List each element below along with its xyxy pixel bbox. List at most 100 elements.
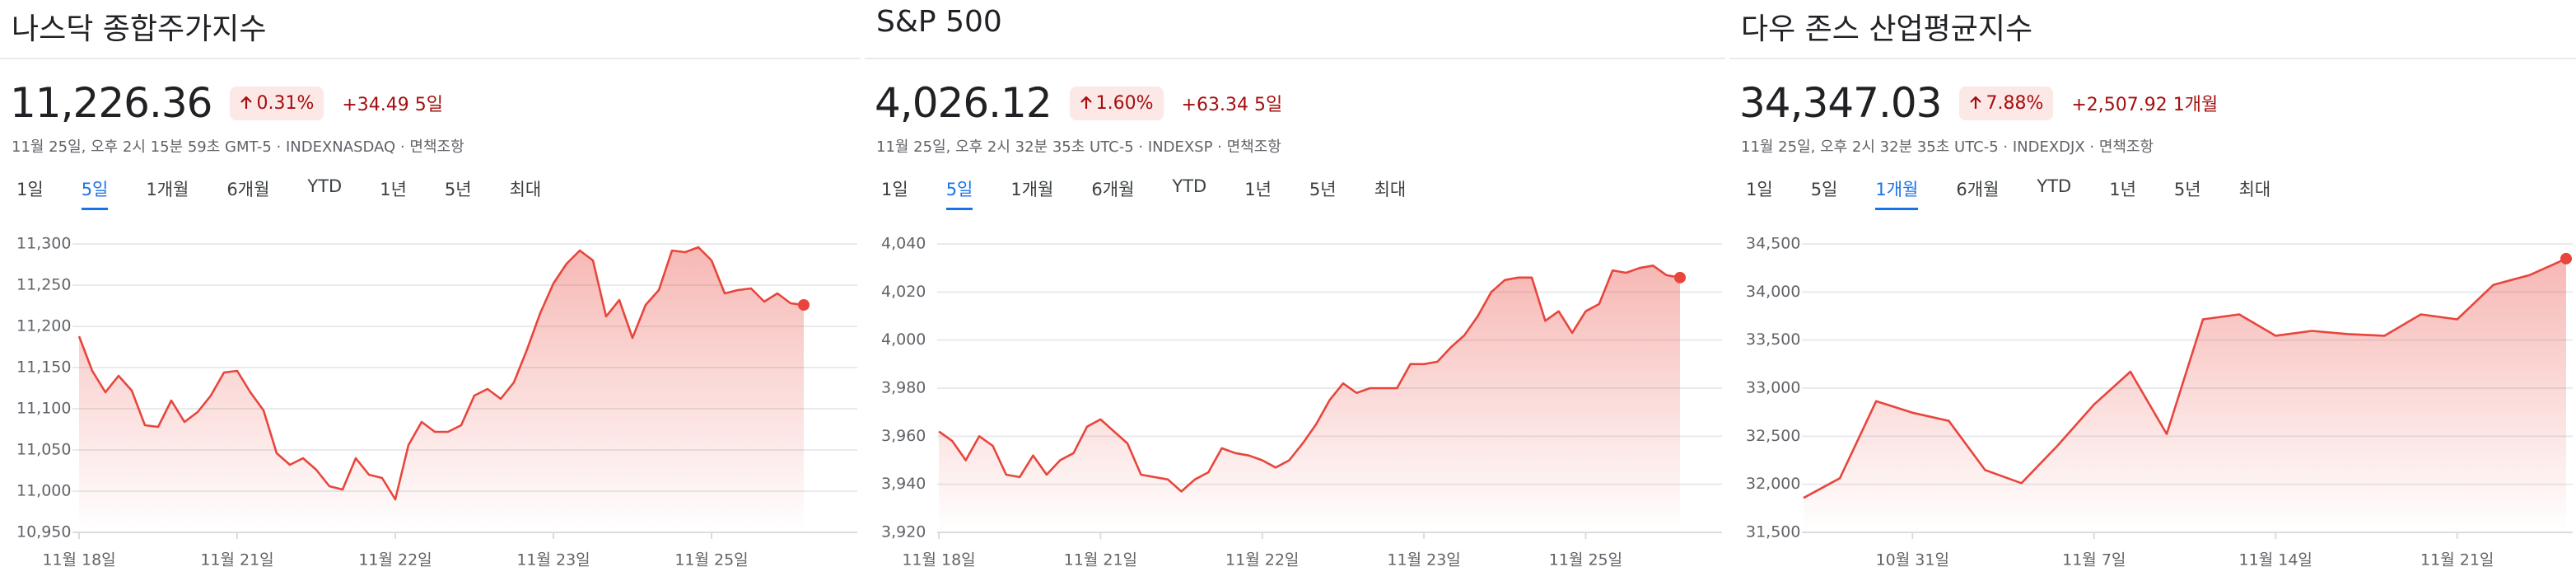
- x-tick-label: 10월 31일: [1876, 551, 1949, 569]
- end-point: [798, 299, 810, 311]
- change-abs: +2,507.92: [2071, 95, 2168, 115]
- x-tick-label: 11월 21일: [200, 551, 273, 569]
- change-period: 5일: [414, 95, 444, 115]
- change-period: 1개월: [2172, 95, 2219, 115]
- up-arrow: [240, 96, 253, 109]
- change-percent: 7.88%: [1986, 92, 2044, 114]
- range-tab[interactable]: 1일: [881, 180, 908, 199]
- price: 11,226.36: [10, 79, 212, 127]
- timestamp: 11월 25일, 오후 2시 15분 59초 GMT-5 · INDEXNASD…: [12, 138, 464, 156]
- range-tab[interactable]: 5년: [1309, 180, 1337, 199]
- y-tick-label: 10,950: [16, 523, 71, 541]
- chart: 31,500 32,000 32,500 33,000 33,500 34,000 34,5…: [1746, 235, 2573, 569]
- x-tick-label: 11월 18일: [902, 551, 975, 569]
- stock-panel: S&P 500 4,026.12 1.60% +63.34 5일 11월 25일, 오후…: [865, 0, 1725, 581]
- y-tick-label: 34,000: [1746, 283, 1800, 301]
- y-tick-label: 3,980: [881, 379, 926, 397]
- range-tab[interactable]: 6개월: [226, 180, 270, 199]
- range-tab[interactable]: 1일: [1746, 180, 1773, 199]
- range-tab[interactable]: YTD: [307, 176, 343, 196]
- range-tab[interactable]: 5일: [945, 176, 973, 210]
- change-pill: 0.31%: [230, 86, 324, 120]
- range-tab[interactable]: 1년: [1244, 180, 1272, 199]
- end-point: [2560, 252, 2572, 265]
- y-tick-label: 11,050: [16, 441, 71, 459]
- change-abs-row: +63.34 5일: [1182, 90, 1283, 116]
- price: 34,347.03: [1739, 79, 1942, 127]
- change-abs-row: +2,507.92 1개월: [2071, 90, 2218, 116]
- range-tabs: 1일 5일 1개월 6개월 YTD 1년 5년 최대: [16, 176, 541, 210]
- range-tab[interactable]: 1개월: [1875, 176, 1919, 210]
- x-tick-label: 11월 7일: [2062, 551, 2126, 569]
- range-tabs: 1일 5일 1개월 6개월 YTD 1년 5년 최대: [1746, 176, 2270, 210]
- up-arrow: [1970, 96, 1982, 109]
- change-percent: 1.60%: [1095, 92, 1154, 114]
- timestamp: 11월 25일, 오후 2시 32분 35초 UTC-5 · INDEXDJX …: [1741, 138, 2154, 156]
- x-tick-label: 11월 25일: [674, 551, 748, 569]
- arrow-shape: [1970, 96, 1982, 109]
- area-fill: [939, 265, 1680, 532]
- change-percent: 0.31%: [256, 92, 315, 114]
- range-tab[interactable]: 1개월: [146, 180, 189, 199]
- range-tab[interactable]: 6개월: [1956, 180, 2000, 199]
- y-tick-label: 11,300: [16, 235, 71, 253]
- x-tick-label: 11월 22일: [1225, 551, 1299, 569]
- change-pill: 1.60%: [1069, 86, 1164, 120]
- up-arrow: [1080, 96, 1092, 109]
- index-title: S&P 500: [876, 5, 1002, 39]
- change-abs-row: +34.49 5일: [342, 90, 443, 116]
- index-title: 나스닥 종합주가지수: [12, 12, 267, 46]
- range-tab[interactable]: 5년: [2173, 180, 2201, 199]
- range-tab[interactable]: 최대: [509, 180, 542, 199]
- y-tick-label: 32,500: [1746, 427, 1800, 445]
- x-tick-label: 11월 22일: [358, 551, 432, 569]
- end-point: [1674, 271, 1686, 283]
- range-tab[interactable]: YTD: [1172, 176, 1207, 196]
- range-tab[interactable]: YTD: [2037, 176, 2072, 196]
- x-tick-label: 11월 23일: [516, 551, 590, 569]
- area-fill: [79, 247, 804, 532]
- range-tab[interactable]: 6개월: [1091, 180, 1135, 199]
- x-tick-label: 11월 18일: [42, 551, 115, 569]
- y-tick-label: 3,940: [881, 475, 926, 493]
- price-line: [1803, 257, 2567, 499]
- range-tab[interactable]: 1년: [2109, 180, 2136, 199]
- range-tab[interactable]: 5년: [444, 180, 472, 199]
- y-tick-label: 3,920: [881, 523, 926, 541]
- y-tick-label: 4,020: [881, 283, 926, 301]
- range-tabs: 1일 5일 1개월 6개월 YTD 1년 5년 최대: [881, 176, 1406, 210]
- y-tick-label: 32,000: [1746, 475, 1800, 493]
- divider: [865, 58, 1725, 59]
- divider: [1729, 58, 2576, 59]
- y-tick-label: 3,960: [881, 427, 926, 445]
- y-tick-label: 4,000: [881, 330, 926, 349]
- y-tick-label: 4,040: [881, 235, 926, 253]
- price-row: 4,026.12 1.60% +63.34 5일: [875, 79, 1282, 127]
- stock-panel: 나스닥 종합주가지수 11,226.36 0.31% +34.49 5일 11월 25일…: [0, 0, 861, 581]
- index-title: 다우 존스 산업평균지수: [1741, 12, 2033, 46]
- range-tab[interactable]: 1일: [16, 180, 44, 199]
- change-abs: +34.49: [342, 95, 409, 115]
- price-line: [77, 246, 805, 501]
- y-tick-label: 31,500: [1746, 523, 1800, 541]
- area-fill: [1804, 258, 2566, 532]
- price-row: 34,347.03 7.88% +2,507.92 1개월: [1739, 79, 2218, 127]
- change-period: 5일: [1253, 95, 1283, 115]
- price-row: 11,226.36 0.31% +34.49 5일: [10, 79, 443, 127]
- y-tick-label: 11,250: [16, 276, 71, 294]
- y-tick-label: 11,200: [16, 317, 71, 335]
- stock-panel: 다우 존스 산업평균지수 34,347.03 7.88% +2,507.92 1개월 1…: [1729, 0, 2576, 581]
- divider: [0, 58, 861, 59]
- y-tick-label: 33,500: [1746, 330, 1800, 349]
- range-tab[interactable]: 최대: [1374, 180, 1407, 199]
- range-tab[interactable]: 1년: [380, 180, 407, 199]
- range-tab[interactable]: 최대: [2238, 180, 2271, 199]
- x-tick-label: 11월 23일: [1387, 551, 1460, 569]
- range-tab[interactable]: 5일: [1810, 180, 1838, 199]
- range-tab[interactable]: 5일: [81, 176, 109, 210]
- y-tick-label: 11,150: [16, 358, 71, 377]
- range-tab[interactable]: 1개월: [1010, 180, 1054, 199]
- arrow-shape: [1080, 96, 1092, 109]
- change-pill: 7.88%: [1959, 86, 2054, 120]
